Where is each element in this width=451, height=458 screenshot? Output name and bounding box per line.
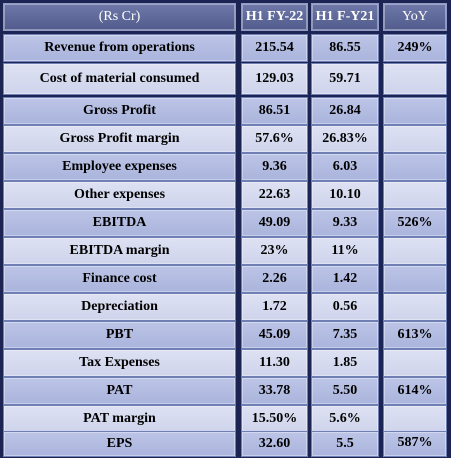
table-row-cost-of-material: Cost of material consumed 129.03 59.71 (0, 63, 451, 95)
value-h1fy22: 45.09 (241, 321, 308, 349)
row-label: Cost of material consumed (3, 63, 236, 95)
table-row-depreciation: Depreciation 1.72 0.56 (0, 293, 451, 321)
header-yoy: YoY (383, 3, 447, 31)
table-row-finance-cost: Finance cost 2.26 1.42 (0, 265, 451, 293)
value-h1fy21: 7.35 (311, 321, 379, 349)
value-yoy: 614% (383, 377, 447, 405)
row-label: Tax Expenses (3, 349, 236, 377)
value-h1fy22: 2.26 (241, 265, 308, 293)
table-row-eps: EPS 32.60 5.5 587% (0, 431, 451, 457)
row-label: EBITDA margin (3, 237, 236, 265)
value-yoy (383, 153, 447, 181)
row-label: PAT (3, 377, 236, 405)
row-label: Gross Profit margin (3, 125, 236, 153)
table-row-pat-margin: PAT margin 15.50% 5.6% (0, 405, 451, 433)
header-h1fy22: H1 FY-22 (241, 3, 308, 31)
value-yoy (383, 405, 447, 433)
row-label: Gross Profit (3, 97, 236, 125)
row-label: Employee expenses (3, 153, 236, 181)
row-label: PAT margin (3, 405, 236, 433)
value-h1fy21: 0.56 (311, 293, 379, 321)
value-h1fy22: 9.36 (241, 153, 308, 181)
value-h1fy21: 5.50 (311, 377, 379, 405)
table-row-revenue: Revenue from operations 215.54 86.55 249… (0, 34, 451, 62)
value-yoy (383, 97, 447, 125)
value-yoy: 587% (383, 431, 447, 457)
value-h1fy21: 5.5 (311, 431, 379, 457)
value-h1fy21: 86.55 (311, 34, 379, 62)
value-h1fy21: 9.33 (311, 209, 379, 237)
value-h1fy21: 26.84 (311, 97, 379, 125)
row-label: Depreciation (3, 293, 236, 321)
row-label: Finance cost (3, 265, 236, 293)
table-row-gross-profit: Gross Profit 86.51 26.84 (0, 97, 451, 125)
value-h1fy21: 6.03 (311, 153, 379, 181)
table-row-other-expenses: Other expenses 22.63 10.10 (0, 181, 451, 209)
value-h1fy22: 32.60 (241, 431, 308, 457)
value-yoy (383, 125, 447, 153)
value-h1fy22: 215.54 (241, 34, 308, 62)
value-h1fy22: 129.03 (241, 63, 308, 95)
value-h1fy22: 57.6% (241, 125, 308, 153)
value-h1fy22: 86.51 (241, 97, 308, 125)
row-label: Other expenses (3, 181, 236, 209)
header-h1fy21: H1 F-Y21 (311, 3, 379, 31)
header-units: (Rs Cr) (3, 3, 236, 31)
table-row-employee-expenses: Employee expenses 9.36 6.03 (0, 153, 451, 181)
table-row-tax-expenses: Tax Expenses 11.30 1.85 (0, 349, 451, 377)
table-header-row: (Rs Cr) H1 FY-22 H1 F-Y21 YoY (0, 3, 451, 31)
value-h1fy22: 33.78 (241, 377, 308, 405)
value-h1fy21: 59.71 (311, 63, 379, 95)
value-h1fy22: 1.72 (241, 293, 308, 321)
value-yoy: 526% (383, 209, 447, 237)
table-row-pbt: PBT 45.09 7.35 613% (0, 321, 451, 349)
value-yoy: 613% (383, 321, 447, 349)
value-yoy (383, 181, 447, 209)
table-row-gross-profit-margin: Gross Profit margin 57.6% 26.83% (0, 125, 451, 153)
value-h1fy22: 23% (241, 237, 308, 265)
value-h1fy22: 15.50% (241, 405, 308, 433)
row-label: EBITDA (3, 209, 236, 237)
table-row-ebitda: EBITDA 49.09 9.33 526% (0, 209, 451, 237)
value-yoy (383, 63, 447, 95)
value-yoy (383, 237, 447, 265)
table-row-pat: PAT 33.78 5.50 614% (0, 377, 451, 405)
value-h1fy21: 1.85 (311, 349, 379, 377)
value-h1fy21: 10.10 (311, 181, 379, 209)
row-label: EPS (3, 431, 236, 457)
value-yoy (383, 293, 447, 321)
value-h1fy21: 1.42 (311, 265, 379, 293)
value-h1fy22: 11.30 (241, 349, 308, 377)
row-label: PBT (3, 321, 236, 349)
row-label: Revenue from operations (3, 34, 236, 62)
table-row-ebitda-margin: EBITDA margin 23% 11% (0, 237, 451, 265)
value-yoy: 249% (383, 34, 447, 62)
value-yoy (383, 265, 447, 293)
value-h1fy21: 26.83% (311, 125, 379, 153)
value-h1fy22: 49.09 (241, 209, 308, 237)
value-h1fy21: 11% (311, 237, 379, 265)
value-yoy (383, 349, 447, 377)
value-h1fy22: 22.63 (241, 181, 308, 209)
value-h1fy21: 5.6% (311, 405, 379, 433)
